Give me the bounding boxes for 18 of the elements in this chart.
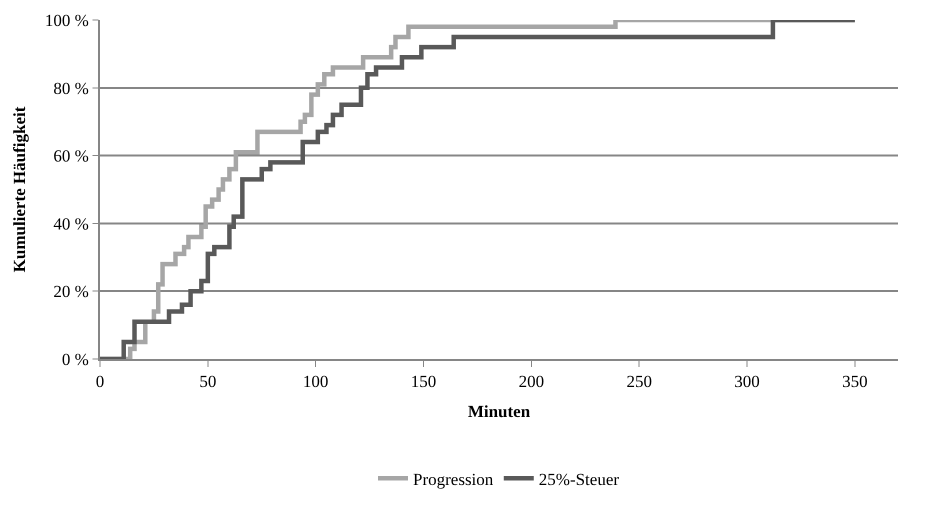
x-tick-label: 50 (199, 372, 216, 392)
y-axis-title: Kumulierte Häufigkeit (10, 106, 29, 272)
x-tick-label: 100 (302, 372, 328, 392)
x-tick-label: 0 (96, 372, 104, 392)
x-tick-label: 200 (518, 372, 544, 392)
x-tick-label: 250 (626, 372, 652, 392)
x-tick-label: 350 (842, 372, 868, 392)
y-tick-label: 60 % (53, 146, 89, 166)
x-tick-label: 300 (734, 372, 760, 392)
legend-label: Progression (413, 470, 494, 489)
x-axis-title: Minuten (468, 402, 531, 422)
y-tick-label: 20 % (53, 282, 89, 302)
legend-label: 25%-Steuer (538, 470, 620, 489)
y-tick-label: 80 % (53, 78, 89, 98)
y-tick-label: 0 % (62, 350, 89, 369)
y-tick-label: 40 % (53, 214, 89, 234)
y-tick-label: 100 % (44, 10, 89, 30)
x-tick-label: 150 (410, 372, 436, 392)
